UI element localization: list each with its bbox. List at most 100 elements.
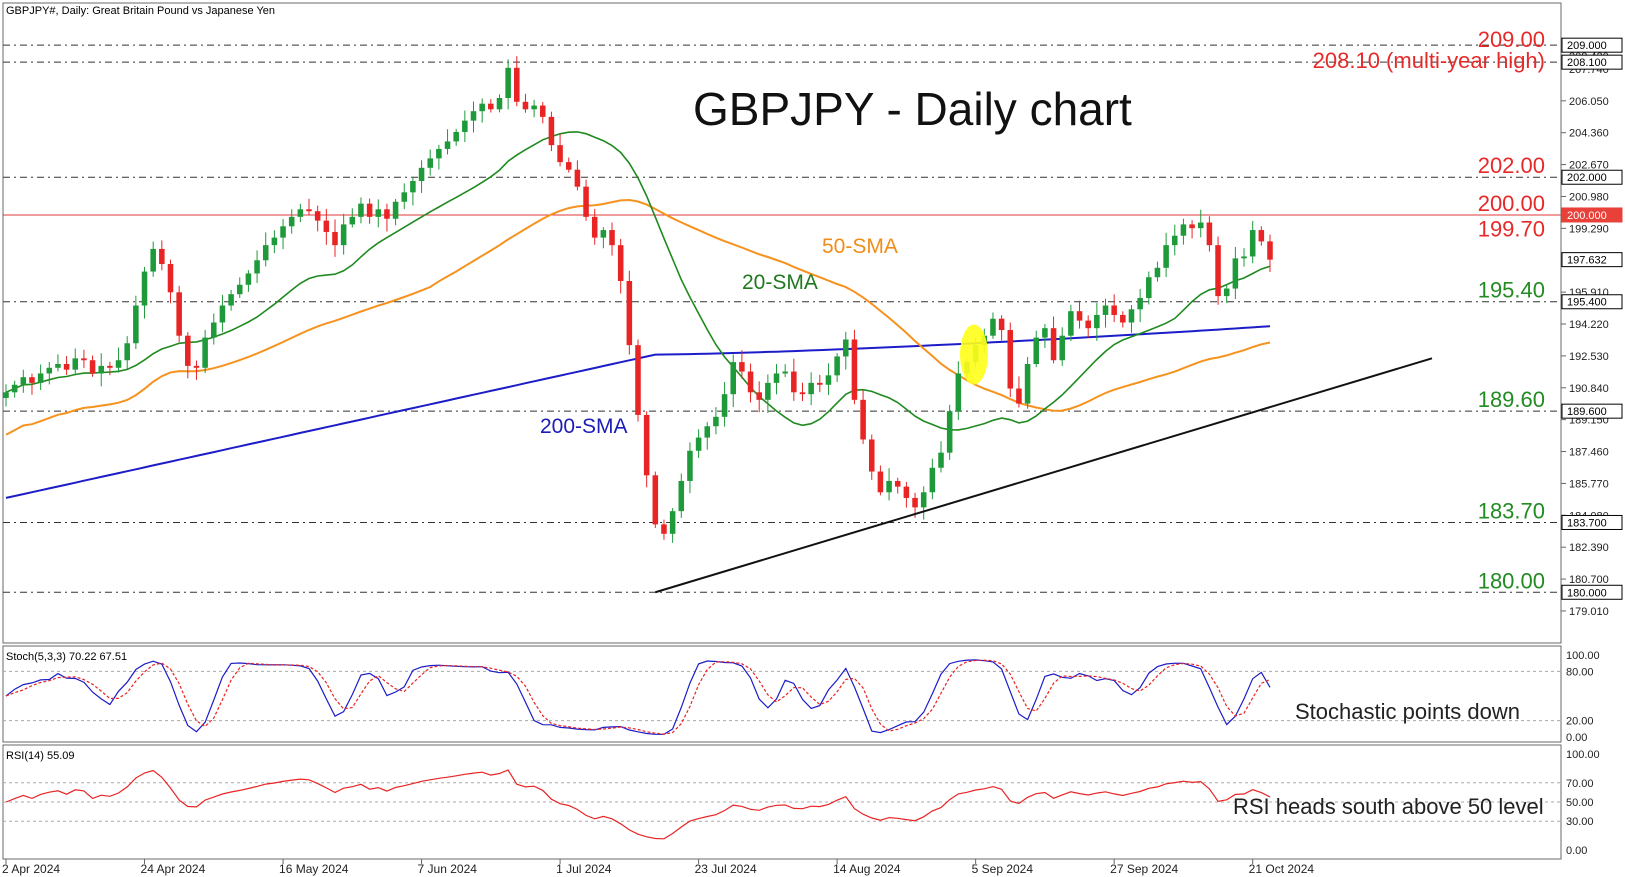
candle-body bbox=[643, 414, 650, 476]
stoch-signal-line bbox=[5, 659, 1271, 735]
candle bbox=[514, 56, 520, 107]
candle bbox=[1111, 294, 1117, 323]
y-tick-label: 182.390 bbox=[1569, 542, 1609, 554]
price-tag-label: 202.000 bbox=[1567, 172, 1607, 184]
rsi-panel-label: RSI(14) 55.09 bbox=[6, 750, 74, 762]
candle bbox=[791, 358, 797, 401]
sma200-label: 200-SMA bbox=[540, 415, 628, 438]
candle bbox=[488, 99, 494, 113]
price-tag-label: 189.600 bbox=[1567, 406, 1607, 418]
candle bbox=[418, 160, 425, 193]
candle bbox=[522, 93, 529, 113]
candle bbox=[799, 382, 806, 402]
price-panel-frame bbox=[2, 2, 1562, 644]
candle bbox=[133, 295, 139, 349]
stoch-main-line bbox=[5, 659, 1271, 735]
candle-body bbox=[401, 192, 408, 202]
candle-body bbox=[1076, 311, 1083, 321]
price-tag-box bbox=[1561, 54, 1623, 70]
candle-body bbox=[262, 245, 269, 261]
candle bbox=[825, 363, 832, 396]
candle-body bbox=[384, 209, 390, 219]
candle-body bbox=[1059, 335, 1065, 361]
candle bbox=[877, 465, 884, 496]
candle-body bbox=[89, 360, 96, 374]
candle-body bbox=[704, 426, 711, 438]
candle bbox=[167, 259, 174, 304]
candle-body bbox=[1223, 288, 1230, 297]
candle-body bbox=[254, 260, 260, 274]
candle bbox=[1189, 220, 1195, 239]
candle-body bbox=[1137, 297, 1143, 310]
candle-body bbox=[817, 382, 823, 385]
chart-title: GBPJPY - Daily chart bbox=[693, 83, 1132, 135]
x-tick-label: 5 Sep 2024 bbox=[972, 862, 1034, 876]
candle-body bbox=[565, 162, 572, 170]
candle-body bbox=[860, 399, 866, 440]
candle bbox=[505, 59, 511, 110]
candle-body bbox=[280, 226, 286, 238]
candle-body bbox=[98, 365, 105, 374]
candle bbox=[1206, 216, 1213, 252]
candle-body bbox=[332, 231, 338, 246]
price-tag-box bbox=[1561, 403, 1623, 419]
candle bbox=[29, 373, 35, 395]
candle bbox=[444, 129, 451, 155]
candle-body bbox=[1206, 222, 1213, 246]
candle bbox=[228, 289, 234, 311]
symbol-header: GBPJPY#, Daily: Great Britain Pound vs J… bbox=[6, 5, 275, 17]
candle-body bbox=[678, 480, 685, 512]
candle-body bbox=[1180, 224, 1187, 236]
candle bbox=[747, 363, 754, 403]
candle bbox=[713, 407, 719, 435]
price-tag-box bbox=[1561, 584, 1623, 600]
candle-body bbox=[1163, 245, 1169, 268]
candle-body bbox=[1033, 337, 1040, 365]
y-tick-label: 190.840 bbox=[1569, 383, 1609, 395]
candle bbox=[236, 277, 243, 298]
price-tag-box bbox=[1561, 514, 1623, 530]
price-tag-box bbox=[1561, 207, 1623, 223]
candle-body bbox=[773, 373, 780, 383]
y-tick-label: 200.980 bbox=[1569, 191, 1609, 203]
x-tick-label: 21 Oct 2024 bbox=[1249, 862, 1315, 876]
candle bbox=[1267, 234, 1273, 273]
y-tick-label: 192.530 bbox=[1569, 351, 1609, 363]
stoch-annotation: Stochastic points down bbox=[1295, 699, 1520, 724]
candle-body bbox=[1111, 305, 1117, 315]
candle bbox=[46, 361, 53, 385]
x-tick-label: 14 Aug 2024 bbox=[833, 862, 901, 876]
candle bbox=[1258, 226, 1265, 246]
candle-body bbox=[1068, 311, 1074, 336]
candle-body bbox=[133, 305, 139, 344]
candle bbox=[202, 329, 208, 374]
candle bbox=[1197, 209, 1204, 238]
candle bbox=[955, 361, 962, 420]
candle bbox=[332, 219, 338, 257]
candle bbox=[808, 372, 814, 406]
candle-body bbox=[721, 394, 728, 417]
trendline bbox=[655, 357, 1433, 594]
candle bbox=[817, 374, 823, 393]
candle bbox=[1033, 330, 1040, 368]
candle-body bbox=[1258, 230, 1265, 242]
candle bbox=[159, 240, 165, 271]
candle bbox=[1094, 302, 1100, 341]
candle-body bbox=[747, 371, 754, 393]
candle-body bbox=[340, 224, 347, 246]
candle bbox=[643, 411, 650, 488]
candle-body bbox=[29, 377, 35, 383]
candle bbox=[349, 208, 356, 228]
candle bbox=[1102, 298, 1109, 328]
candle-body bbox=[1232, 258, 1239, 289]
candle-body bbox=[903, 486, 910, 498]
candle bbox=[652, 471, 659, 528]
candle-body bbox=[929, 467, 936, 493]
candle bbox=[314, 205, 321, 232]
candle-body bbox=[514, 67, 520, 102]
candle-body bbox=[436, 148, 442, 159]
candle-body bbox=[141, 271, 148, 306]
x-tick-label: 24 Apr 2024 bbox=[141, 862, 206, 876]
candle bbox=[1171, 224, 1178, 256]
candle-body bbox=[392, 201, 399, 219]
